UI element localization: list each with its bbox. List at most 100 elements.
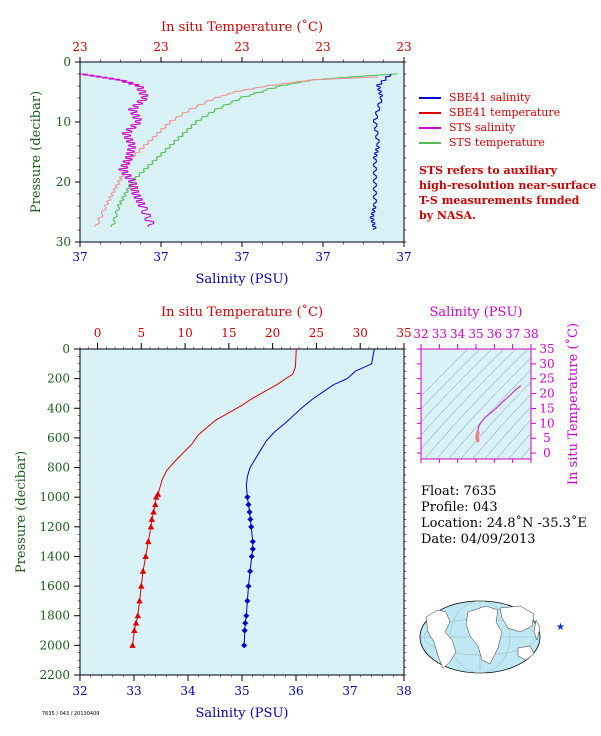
main-pressure-tick-label: 2200 [39,668,70,682]
main-temperature-axis-label: In situ Temperature (˚C) [161,304,323,320]
salinity-marker [243,612,250,619]
legend-label-sbe41-salinity: SBE41 salinity [449,91,531,104]
density-contour [421,349,505,436]
density-contour [424,349,529,459]
main-sal-tick-label: 37 [342,684,357,698]
sts-note-line: by NASA. [419,209,476,222]
top-sal-tick-label: 37 [315,250,330,264]
salinity-marker [245,583,252,590]
legend-item-sbe41-salinity: SBE41 salinity [419,91,531,104]
density-contour [421,349,493,423]
ts-sal-tick-label: 37 [505,327,520,341]
ts-diagram-panel: Salinity (PSU) In situ Temperature (˚C) … [413,305,581,485]
ts-salinity-axis-label: Salinity (PSU) [430,305,523,320]
main-pressure-axis-label: Pressure (decibar) [14,451,29,573]
density-contour [484,406,531,459]
near-surface-profile-panel: In situ Temperature (˚C) 23 23 23 23 23 37 37… [29,19,412,287]
temperature-marker [142,552,149,559]
main-sal-tick-label: 33 [126,684,141,698]
top-pressure-tick-label: 10 [56,115,71,129]
salinity-marker [247,568,254,575]
main-temp-tick-label: 0 [94,326,102,340]
float-location-marker: ★ [556,622,565,633]
main-pressure-tick-label: 0 [62,342,70,356]
main-pressure-tick-label: 200 [47,372,70,386]
salinity-marker [241,627,248,634]
main-temp-tick-label: 35 [396,326,411,340]
top-series-sts-temperature [110,73,398,227]
ts-temp-tick-label: 0 [543,446,551,460]
sts-note-line: STS refers to auxiliary [419,164,558,177]
main-series-group [129,348,375,649]
main-pressure-tick-label: 800 [47,461,70,475]
main-temp-tick-label: 20 [265,326,280,340]
top-sal-tick-label: 37 [234,250,249,264]
top-temp-tick-label: 23 [72,40,87,54]
main-sal-tick-label: 35 [234,684,249,698]
salinity-marker [241,642,248,649]
main-pressure-tick-label: 1800 [39,609,70,623]
salinity-marker [248,523,255,530]
salinity-marker [244,494,251,501]
salinity-marker [242,620,249,627]
density-contour [436,357,531,459]
legend-item-sts-salinity: STS salinity [419,121,515,134]
main-temp-tick-label: 15 [221,326,236,340]
sts-note-line: high-resolution near-surface [419,179,597,192]
main-salinity-axis-label: Salinity (PSU) [196,706,289,721]
ts-sal-tick-label: 36 [487,327,502,341]
salinity-marker [246,509,253,515]
ts-sal-tick-label: 34 [450,327,466,341]
legend-label-sts-salinity: STS salinity [449,121,516,134]
legend-item-sbe41-temperature: SBE41 temperature [419,106,560,119]
density-contour [472,393,531,459]
main-pressure-tick-label: 2000 [39,638,70,652]
ts-temp-tick-label: 20 [539,387,554,401]
temperature-marker [138,582,145,589]
temperature-marker [132,619,140,626]
top-sal-tick-label: 37 [72,250,87,264]
temperature-marker [152,501,159,508]
float-number: Float: 7635 [421,484,497,499]
salinity-marker [244,597,251,604]
main-temp-tick-label: 30 [353,326,368,340]
main-temp-tick-label: 10 [177,326,192,340]
sts-note-line: T-S measurements funded [419,194,580,207]
top-temp-tick-label: 23 [315,40,330,54]
ts-sal-tick-label: 32 [413,327,428,341]
temperature-marker [147,523,155,530]
top-sal-tick-label: 37 [153,250,168,264]
ts-contour-lines [421,349,531,459]
top-temperature-ticks: 23 23 23 23 23 [72,40,412,62]
footer-id: 7635 / 043 / 20130409 [42,711,100,717]
density-contour [460,381,531,459]
top-salinity-axis-label: Salinity (PSU) [196,272,289,287]
legend-swatch-sbe41-temperature [419,112,441,114]
main-sal-tick-label: 32 [72,684,87,698]
top-temperature-axis-label: In situ Temperature (˚C) [161,19,323,35]
main-pressure-tick-label: 400 [47,401,70,415]
deep-profile-panel: In situ Temperature (˚C) 0 5 10 15 20 25 30 35 … [14,304,412,721]
top-series-group [79,73,398,230]
top-plot-area [79,61,405,243]
top-temp-tick-label: 23 [396,40,411,54]
main-pressure-ticks: 0 200 400 600 800 1000 1200 1400 1600 1800 2000 220… [39,342,407,682]
salinity-marker [248,553,255,560]
ts-temp-tick-label: 35 [539,342,554,356]
ts-temp-tick-label: 15 [539,401,554,415]
salinity-marker [249,538,256,545]
ts-curve [476,385,522,442]
temperature-marker [150,508,157,515]
legend-swatch-sbe41-salinity [419,97,441,99]
main-sal-tick-label: 34 [180,684,196,698]
top-pressure-tick-label: 30 [56,235,71,249]
temperature-marker [131,627,138,634]
density-contour [448,369,531,459]
top-series-sbe41-salinity [369,73,392,230]
ts-sal-tick-label: 38 [523,327,538,341]
temperature-marker [145,538,152,545]
ts-sal-tick-label: 33 [432,327,447,341]
density-contour [421,349,481,410]
